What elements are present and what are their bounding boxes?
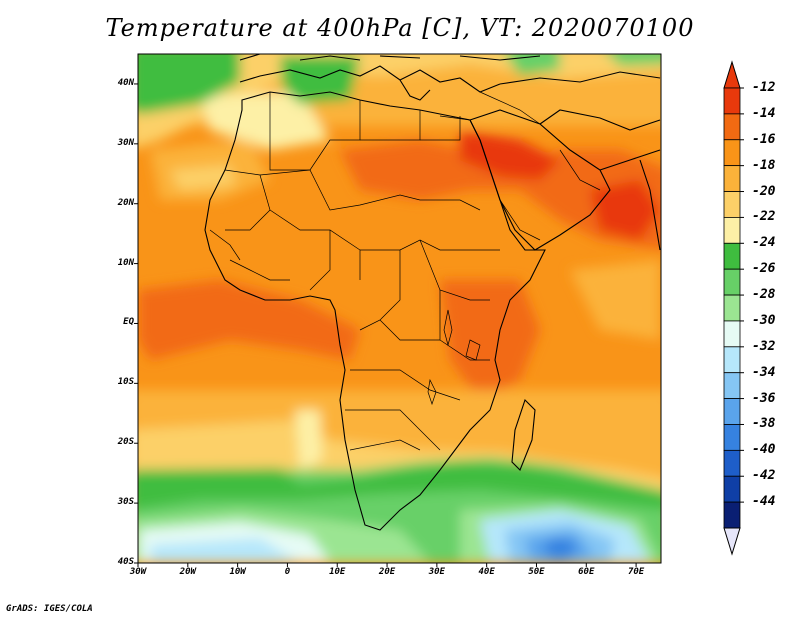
colorbar-swatch xyxy=(723,475,741,503)
colorbar-swatch xyxy=(723,165,741,192)
lon-tick-label: 20W xyxy=(179,567,196,577)
lat-tick-label: 10N xyxy=(117,257,134,268)
lon-tick-label: 10E xyxy=(329,567,346,577)
colorbar-level-label: -44 xyxy=(752,494,776,510)
colorbar-level-label: -34 xyxy=(752,364,776,380)
lon-tick-label: 30E xyxy=(428,567,445,577)
colorbar-swatch xyxy=(723,501,741,529)
lon-tick-label: 70E xyxy=(627,567,645,577)
chart-title: Temperature at 400hPa [C], VT: 202007010… xyxy=(105,14,695,42)
country-borders xyxy=(209,91,601,451)
colorbar-level-label: -22 xyxy=(752,209,776,225)
lon-tick-label: 20E xyxy=(378,567,396,577)
colorbar-level-label: -16 xyxy=(752,131,776,147)
colorbar-swatch xyxy=(723,346,741,374)
colorbar-swatch xyxy=(723,242,741,270)
lon-tick-label: 30W xyxy=(129,567,147,577)
colorbar-level-label: -24 xyxy=(752,235,776,251)
colorbar-level-label: -20 xyxy=(752,183,776,199)
colorbar xyxy=(723,60,744,556)
plot-frame xyxy=(137,53,662,564)
colorbar-swatch xyxy=(723,87,741,115)
lon-tick-label: 0 xyxy=(284,567,291,577)
colorbar-swatch xyxy=(723,320,741,348)
colorbar-swatch xyxy=(723,424,741,451)
colorbar-level-label: -32 xyxy=(752,338,776,354)
colorbar-swatch xyxy=(723,372,741,399)
colorbar-level-label: -14 xyxy=(752,105,776,121)
lon-tick-label: 10W xyxy=(229,567,246,577)
colorbar-lower-triangle xyxy=(723,527,741,556)
colorbar-level-label: -36 xyxy=(752,390,776,406)
colorbar-swatch xyxy=(723,449,741,477)
lat-tick-label: 30N xyxy=(117,137,134,148)
colorbar-swatch xyxy=(723,294,741,322)
colorbar-level-label: -12 xyxy=(752,80,776,95)
lat-tick-label: EQ xyxy=(123,317,134,328)
colorbar-swatch xyxy=(723,268,741,296)
lat-tick-label: 20N xyxy=(117,197,134,208)
colorbar-level-label: -30 xyxy=(752,312,776,328)
coastlines xyxy=(204,54,661,531)
lat-tick-label: 40S xyxy=(117,557,134,567)
colorbar-level-label: -28 xyxy=(752,287,776,303)
colorbar-level-label: -38 xyxy=(752,416,776,432)
lat-tick-label: 30S xyxy=(117,497,134,508)
colorbar-level-label: -18 xyxy=(752,157,776,173)
colorbar-swatch xyxy=(723,217,741,244)
colorbar-swatch xyxy=(723,113,741,141)
colorbar-upper-triangle xyxy=(723,60,741,89)
colorbar-level-label: -40 xyxy=(752,442,776,458)
colorbar-level-label: -26 xyxy=(752,261,776,277)
credit-text: GrADS: IGES/COLA xyxy=(6,604,93,614)
lon-tick-label: 60E xyxy=(578,567,595,577)
lon-tick-label: 50E xyxy=(528,567,545,577)
colorbar-swatch xyxy=(723,191,741,218)
lon-tick-label: 40E xyxy=(478,567,495,577)
colorbar-swatch xyxy=(723,139,741,167)
lat-tick-label: 40N xyxy=(117,77,134,88)
temperature-field xyxy=(138,54,661,563)
colorbar-level-label: -42 xyxy=(752,468,776,484)
lat-tick-label: 10S xyxy=(117,377,134,388)
lat-tick-label: 20S xyxy=(117,437,134,448)
colorbar-swatch xyxy=(723,398,741,425)
